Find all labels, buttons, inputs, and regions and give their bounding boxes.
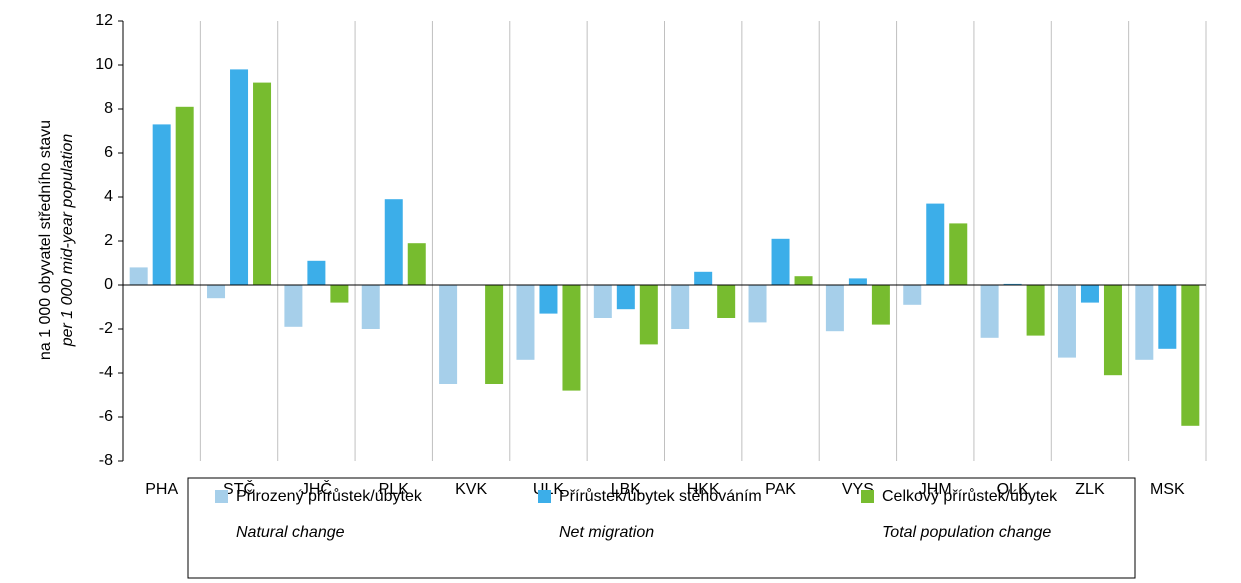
y-tick-label: -4	[99, 364, 113, 381]
bar	[771, 238, 790, 285]
y-tick-label: 10	[95, 56, 113, 73]
x-tick-label: STČ	[223, 479, 255, 498]
bar	[671, 285, 690, 329]
bar	[485, 285, 504, 384]
legend-swatch	[215, 490, 228, 503]
legend-box	[187, 477, 1136, 579]
bar	[593, 285, 612, 318]
legend-label: Celkový přírůstek/úbytek	[882, 487, 1058, 505]
bar	[562, 285, 581, 391]
y-tick-label: 4	[104, 188, 113, 205]
bar	[152, 124, 171, 286]
bar	[1080, 285, 1099, 303]
legend-label: Přírůstek/úbytek stěhováním	[559, 487, 762, 505]
bar	[639, 285, 658, 345]
bar	[307, 260, 326, 285]
y-axis-label: na 1 000 obyvatel středního stavu	[37, 120, 54, 360]
bar	[825, 285, 844, 332]
x-tick-label: KVK	[455, 481, 487, 498]
y-tick-label: 0	[104, 276, 113, 293]
bar	[1158, 285, 1177, 349]
bar	[926, 203, 945, 285]
bar	[230, 69, 249, 286]
y-tick-label: -6	[99, 408, 113, 425]
legend-swatch	[861, 490, 874, 503]
bar	[539, 285, 558, 314]
bar	[694, 271, 713, 285]
bar	[439, 285, 458, 384]
bar	[717, 285, 736, 318]
y-tick-label: 2	[104, 232, 113, 249]
bar	[748, 285, 767, 323]
bar	[175, 106, 194, 285]
bar	[384, 199, 403, 285]
bar	[284, 285, 303, 327]
bar	[980, 285, 999, 338]
bar	[516, 285, 535, 360]
legend-swatch	[538, 490, 551, 503]
bar	[361, 285, 380, 329]
x-tick-label: PAK	[765, 481, 796, 498]
bar	[253, 82, 272, 285]
bar	[330, 285, 349, 303]
bar	[794, 276, 813, 285]
bar	[1057, 285, 1076, 358]
x-tick-label: PHA	[145, 481, 178, 498]
legend-label-en: Total population change	[882, 524, 1051, 541]
bar	[207, 285, 226, 299]
x-tick-label: MSK	[1150, 481, 1185, 498]
bar	[129, 267, 148, 285]
bar	[848, 278, 867, 285]
x-tick-label: HKK	[687, 481, 720, 498]
x-tick-label: PLK	[379, 481, 410, 498]
bar	[1103, 285, 1122, 376]
x-tick-label: JHČ	[301, 479, 332, 498]
y-tick-label: -2	[99, 320, 113, 337]
y-tick-label: 12	[95, 12, 113, 29]
legend-label-en: Net migration	[559, 524, 654, 541]
bar	[1026, 285, 1045, 336]
x-tick-label: ZLK	[1075, 481, 1105, 498]
bar	[1181, 285, 1200, 426]
legend-label: Přirozený přírůstek/úbytek	[236, 487, 423, 505]
legend-label-en: Natural change	[236, 524, 345, 541]
bar	[1003, 283, 1022, 285]
bar	[1135, 285, 1154, 360]
x-tick-label: LBK	[611, 481, 642, 498]
y-tick-label: 8	[104, 100, 113, 117]
bar	[903, 285, 922, 305]
y-tick-label: -8	[99, 452, 113, 469]
y-axis-label-en: per 1 000 mid-year population	[59, 134, 76, 348]
y-tick-label: 6	[104, 144, 113, 161]
bar	[949, 223, 968, 285]
bar	[871, 285, 890, 325]
x-tick-label: OLK	[997, 481, 1029, 498]
x-tick-label: JHM	[919, 481, 952, 498]
bar	[407, 243, 426, 285]
bar	[616, 285, 635, 310]
